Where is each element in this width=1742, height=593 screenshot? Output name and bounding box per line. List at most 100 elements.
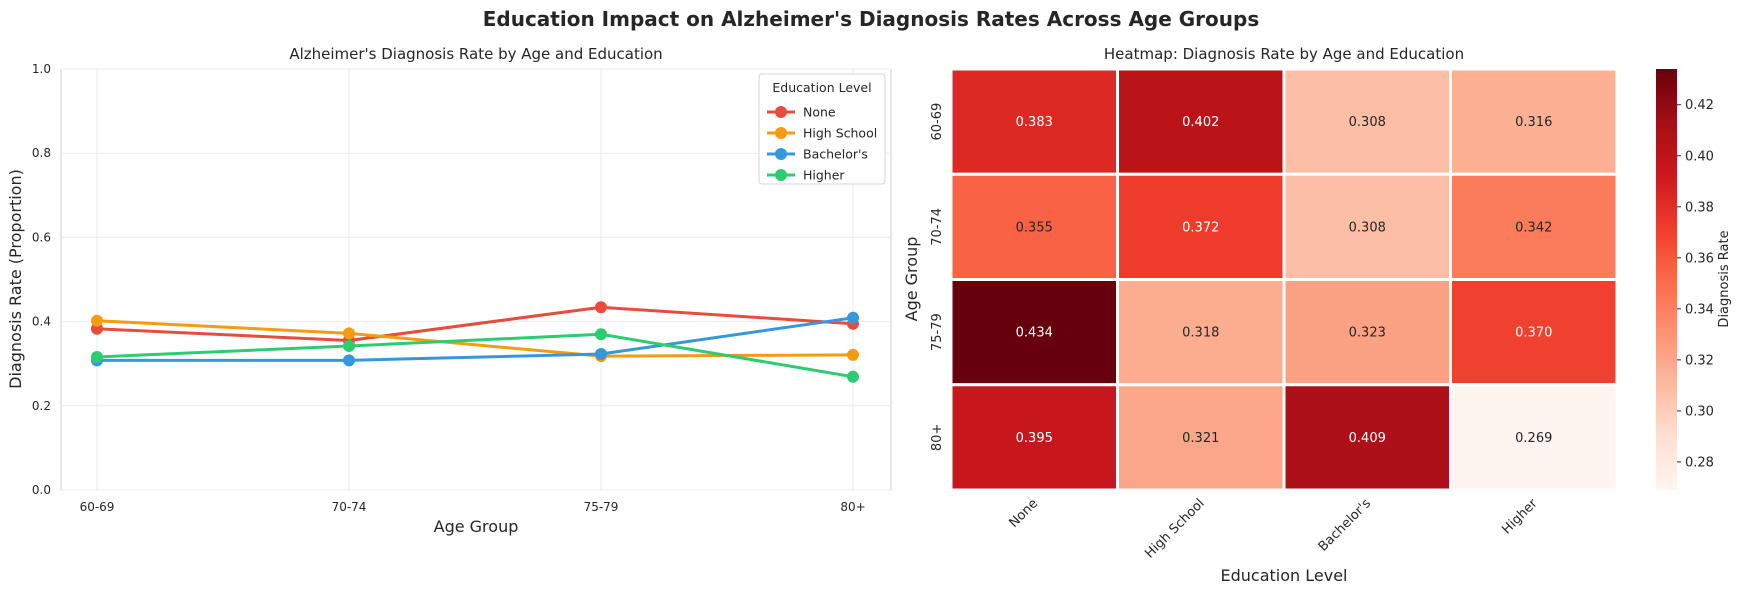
heatmap-cell-value: 0.370 [1515, 326, 1552, 341]
heatmap-cell-value: 0.355 [1016, 220, 1053, 235]
heatmap-cell-value: 0.318 [1182, 326, 1219, 341]
heatmap-cell: 0.323 [1282, 278, 1452, 387]
colorbar-tick-label: 0.36 [1685, 251, 1714, 266]
heatmap-cell: 0.434 [949, 278, 1119, 387]
heatmap-cell-value: 0.308 [1349, 115, 1386, 130]
legend-label: Bachelor's [803, 147, 868, 162]
legend-item: Bachelor's [767, 147, 868, 162]
heatmap-cell: 0.321 [1116, 383, 1286, 492]
heatmap-cell-fill [1449, 172, 1619, 281]
line-chart-series [91, 301, 859, 383]
line-chart-legend: Education Level None High School Bachelor's… [758, 73, 886, 185]
heatmap-cell: 0.308 [1282, 172, 1452, 281]
heatmap-cell-value: 0.308 [1349, 220, 1386, 235]
data-point [595, 348, 607, 361]
data-point [595, 301, 607, 314]
colorbar-ticks: 0.28 0.30 0.32 0.34 0.36 0.38 0.40 0.42 [1677, 98, 1714, 470]
heatmap-cell-fill [1116, 172, 1286, 281]
heatmap-cell-value: 0.342 [1515, 220, 1552, 235]
data-point [343, 354, 355, 367]
legend-swatch-marker [775, 169, 787, 181]
heatmap-cell-value: 0.395 [1016, 431, 1053, 446]
legend-box [758, 73, 886, 185]
colorbar-tick-label: 0.32 [1685, 353, 1714, 368]
legend-label: Higher [803, 168, 845, 183]
heatmap-cell: 0.395 [949, 383, 1119, 492]
legend-swatch-marker [775, 127, 787, 139]
heatmap-y-tick-label: 70-74 [930, 208, 945, 246]
legend-swatch-marker [775, 148, 787, 160]
legend-swatch-marker [775, 106, 787, 118]
data-point [343, 340, 355, 353]
colorbar-label: Diagnosis Rate [1717, 230, 1732, 327]
data-point [343, 327, 355, 340]
colorbar-tick-label: 0.28 [1685, 455, 1714, 470]
colorbar-tick-label: 0.34 [1685, 302, 1714, 317]
heatmap-cell: 0.372 [1116, 172, 1286, 281]
x-tick-label: 80+ [840, 500, 865, 514]
line-chart-x-axis-label: Age Group [434, 517, 519, 536]
line-chart-x-ticks: 60-69 70-74 75-79 80+ [80, 500, 866, 514]
heatmap-cells: 0.383 0.402 0.308 0.316 0.355 0.372 0.308 0.342… [949, 67, 1619, 492]
data-point [91, 350, 103, 363]
series-line [96, 305, 854, 343]
heatmap-cell-fill [1449, 278, 1619, 387]
line-chart-plot-area [60, 68, 892, 491]
series-higher [91, 328, 859, 383]
heatmap-cell-value: 0.269 [1515, 431, 1552, 446]
figure-title: Education Impact on Alzheimer's Diagnosi… [483, 7, 1260, 31]
heatmap-cell-value: 0.434 [1016, 326, 1053, 341]
colorbar-tick-label: 0.38 [1685, 200, 1714, 215]
heatmap-title: Heatmap: Diagnosis Rate by Age and Educa… [1104, 45, 1464, 63]
heatmap-cell-fill [1116, 278, 1286, 387]
legend-item: High School [767, 126, 877, 141]
series-bachelor-s [91, 311, 859, 367]
series-line [96, 332, 854, 379]
y-tick-label: 0.4 [32, 315, 51, 329]
data-point [847, 348, 859, 361]
heatmap-x-tick-label: Higher [1499, 496, 1541, 538]
heatmap-cell-value: 0.372 [1182, 220, 1219, 235]
heatmap-cell-fill [1282, 172, 1452, 281]
heatmap-cell-fill [1116, 383, 1286, 492]
heatmap-cell-value: 0.316 [1515, 115, 1552, 130]
heatmap-x-axis-label: Education Level [1221, 566, 1348, 585]
heatmap-x-tick-label: High School [1142, 496, 1207, 561]
data-point [595, 328, 607, 341]
heatmap-x-tick-label: Bachelor's [1316, 496, 1375, 555]
colorbar [1656, 69, 1677, 490]
line-chart-title: Alzheimer's Diagnosis Rate by Age and Ed… [289, 45, 662, 63]
heatmap-panel: Heatmap: Diagnosis Rate by Age and Educa… [902, 45, 1732, 585]
y-tick-label: 0.8 [32, 146, 51, 160]
heatmap-y-tick-label: 80+ [930, 424, 945, 451]
heatmap-cell-value: 0.409 [1349, 431, 1386, 446]
heatmap-y-tick-label: 60-69 [930, 103, 945, 141]
heatmap-y-ticks: 60-69 70-74 75-79 80+ [930, 103, 945, 451]
data-point [847, 370, 859, 383]
legend-item: None [767, 105, 836, 120]
heatmap-cell: 0.308 [1282, 67, 1452, 176]
heatmap-y-axis-label: Age Group [902, 237, 921, 322]
heatmap-cell: 0.370 [1449, 278, 1619, 387]
y-tick-label: 0.2 [32, 399, 51, 413]
heatmap-cell-value: 0.321 [1182, 431, 1219, 446]
line-chart-y-axis-label: Diagnosis Rate (Proportion) [6, 169, 25, 389]
heatmap-cell-value: 0.323 [1349, 326, 1386, 341]
heatmap-cell-fill [949, 67, 1119, 176]
heatmap-cell: 0.383 [949, 67, 1119, 176]
legend-title: Education Level [772, 80, 871, 95]
y-tick-label: 0.0 [32, 483, 51, 497]
colorbar-tick-label: 0.42 [1685, 98, 1714, 113]
legend-item: Higher [767, 168, 845, 183]
heatmap-cell: 0.402 [1116, 67, 1286, 176]
x-tick-label: 70-74 [332, 500, 367, 514]
heatmap-cell-value: 0.383 [1016, 115, 1053, 130]
colorbar-tick-label: 0.30 [1685, 404, 1714, 419]
heatmap-x-tick-label: None [1006, 496, 1041, 531]
series-line [97, 316, 854, 362]
legend-label: None [803, 105, 836, 120]
heatmap-x-ticks: None High School Bachelor's Higher [1006, 496, 1541, 562]
x-tick-label: 60-69 [80, 500, 115, 514]
line-chart-panel: Alzheimer's Diagnosis Rate by Age and Ed… [6, 45, 892, 536]
